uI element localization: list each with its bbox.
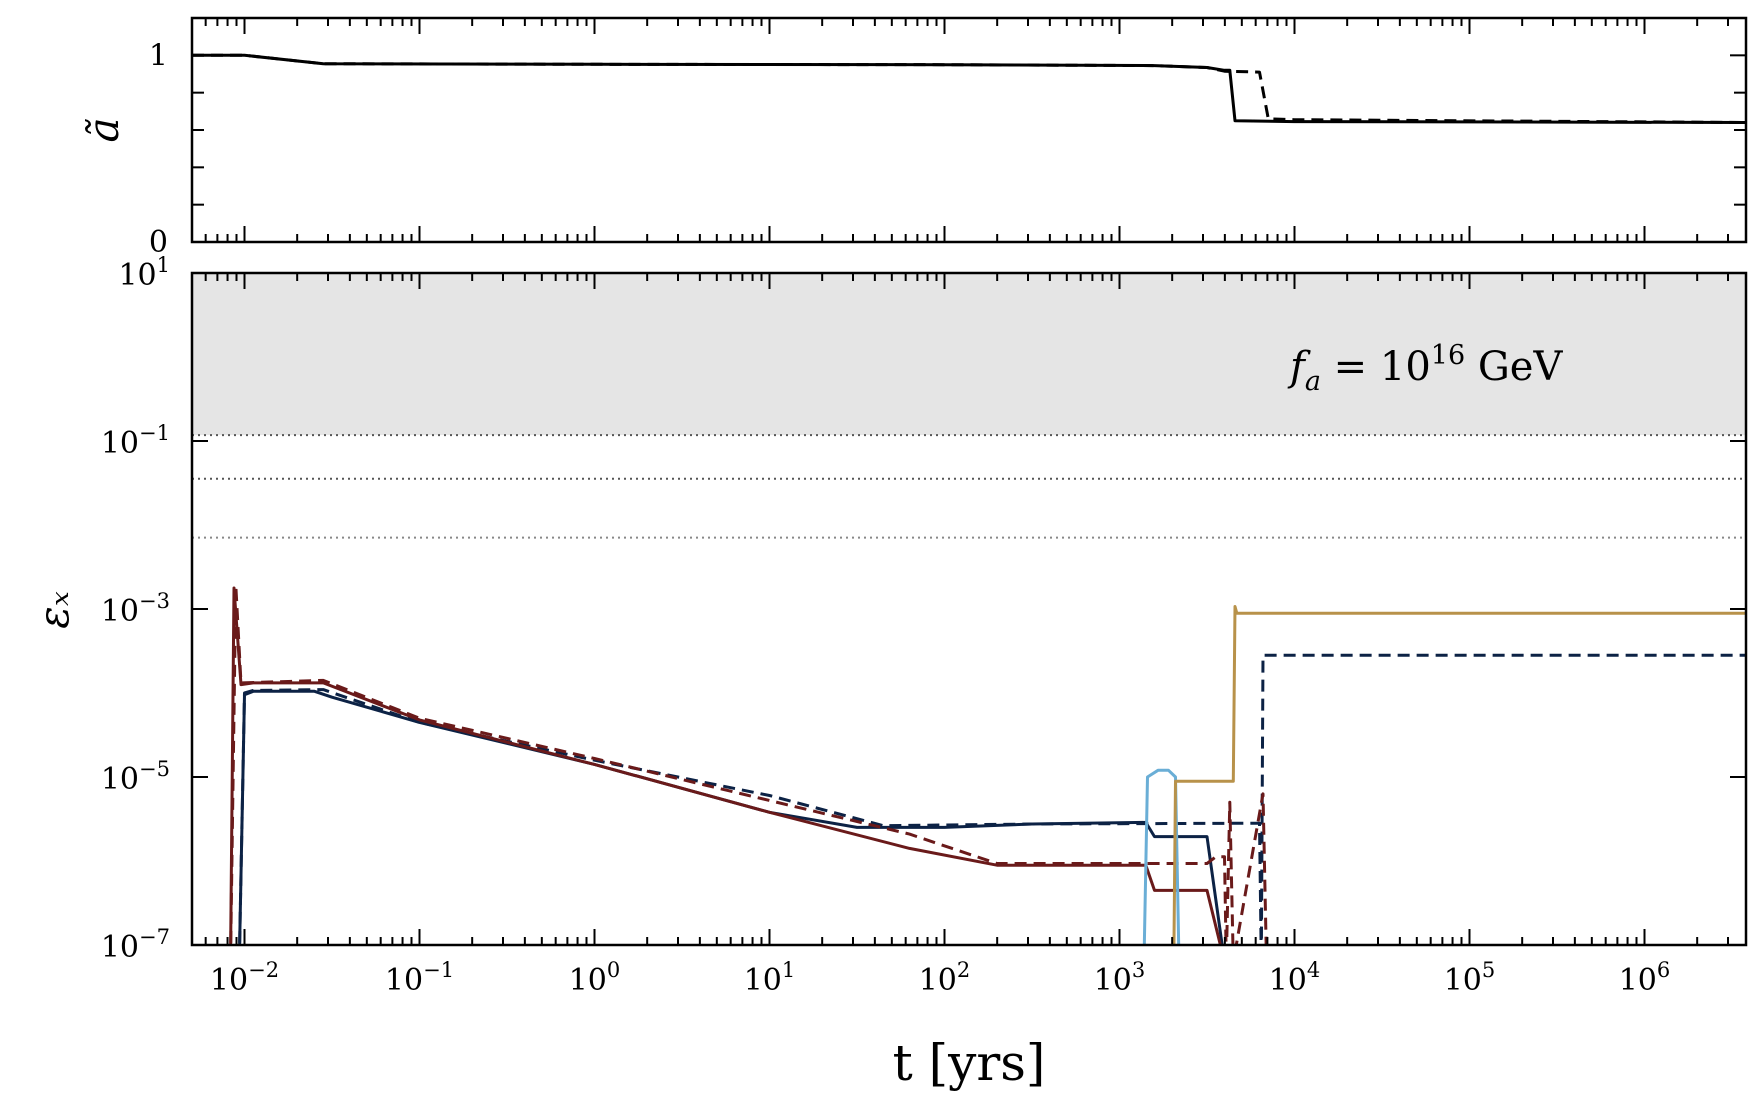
bottom-hlines-group (192, 434, 1746, 539)
series-navy-dashed (238, 653, 1746, 945)
fa-annotation-sub: a (1305, 366, 1321, 397)
bottom-xtick-label: 10−2 (210, 958, 279, 998)
bottom-ytick-label: 101 (118, 253, 170, 293)
top-ytick-label: 0 (149, 225, 168, 260)
top-yticklabels: 01 (149, 38, 168, 260)
series-maroon-solid (229, 586, 1222, 945)
bottom-axes-frame (190, 271, 1748, 947)
bottom-xtick-label: 100 (569, 958, 621, 998)
shaded-region (192, 273, 1746, 436)
top-ylabel: ã (79, 117, 128, 142)
series-navy-solid (238, 689, 1224, 945)
fa-annotation-sup: 16 (1431, 340, 1465, 371)
top-series-group (192, 53, 1746, 124)
bottom-xtick-label: 103 (1094, 958, 1146, 998)
bottom-xlabel: t [yrs] (893, 1034, 1046, 1092)
bottom-xtick-label: 102 (919, 958, 971, 998)
bottom-xtick-label: 10−1 (385, 958, 454, 998)
bottom-xtick-label: 105 (1444, 958, 1496, 998)
top-ticks-group (192, 17, 1746, 243)
series-a-dashed (192, 53, 1746, 124)
bottom-xticklabels: 10−2 10−1 100 101 102 103 104 105 106 (210, 958, 1670, 998)
bottom-xtick-label: 106 (1619, 958, 1671, 998)
fa-annotation: fa = 1016 GeV (1287, 340, 1563, 397)
top-ytick-label: 1 (149, 38, 168, 73)
fa-annotation-unit: GeV (1465, 344, 1563, 390)
bottom-ytick-label: 10−1 (101, 421, 170, 461)
series-gold-solid (1172, 605, 1746, 945)
bottom-panel: 101 10−1 10−3 10−5 10−7 10−2 10−1 100 101 102 103… (29, 253, 1748, 1092)
bottom-yticklabels: 101 10−1 10−3 10−5 10−7 (101, 253, 170, 965)
bottom-xtick-label: 104 (1269, 958, 1321, 998)
fa-annotation-mid: = 10 (1321, 344, 1431, 390)
series-maroon-dashed (229, 584, 1268, 945)
top-axes-frame (190, 16, 1748, 244)
bottom-ytick-label: 10−3 (101, 589, 170, 629)
bottom-series-group (229, 584, 1746, 945)
bottom-ticks-group (192, 272, 1746, 946)
bottom-ytick-label: 10−7 (101, 925, 170, 965)
bottom-xtick-label: 101 (744, 958, 796, 998)
bottom-shade-group (192, 273, 1746, 436)
top-panel: 01 ã (79, 16, 1748, 260)
bottom-ylabel: εₓ (29, 591, 78, 629)
bottom-ytick-label: 10−5 (101, 757, 170, 797)
